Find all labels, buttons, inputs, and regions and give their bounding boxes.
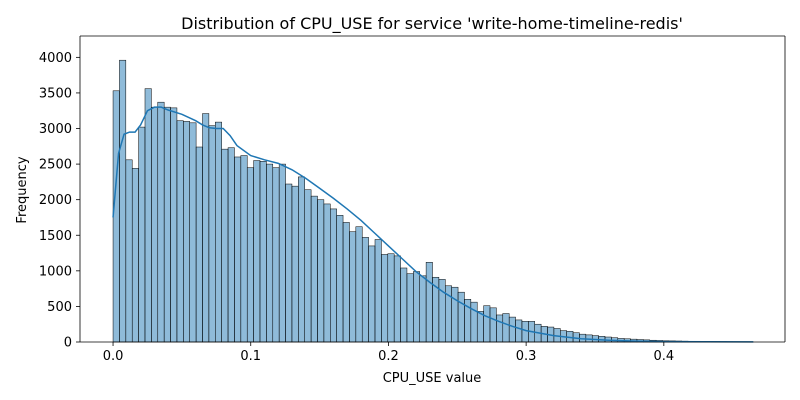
histogram-bar [125, 159, 133, 343]
histogram-bar [336, 215, 344, 343]
histogram-bar [170, 107, 178, 343]
histogram-bar [138, 126, 146, 343]
y-tick-label: 0 [64, 336, 72, 351]
histogram-bar [304, 189, 312, 343]
histogram-bar [502, 313, 510, 343]
histogram-bar [368, 245, 376, 343]
x-tick-label: 0.2 [378, 349, 399, 364]
histogram-bar [374, 239, 382, 343]
histogram-bar [195, 146, 203, 343]
histogram-bar [400, 267, 408, 343]
axes-frame [79, 35, 786, 343]
histogram-bar [176, 120, 184, 343]
x-axis-label: CPU_USE value [383, 371, 482, 386]
histogram-bar [163, 106, 171, 343]
histogram-bar [349, 231, 357, 343]
histogram-bar [406, 273, 414, 343]
histogram-bar [451, 286, 459, 343]
chart-title: Distribution of CPU_USE for service 'wri… [181, 14, 683, 34]
y-axis-ticks: 0 500 1000 1500 2000 2500 3000 3500 4000 [39, 51, 80, 351]
histogram-bar [457, 291, 465, 343]
histogram-bar [189, 122, 197, 343]
histogram-bar [330, 208, 337, 343]
histogram-bar [253, 160, 261, 343]
histogram-bar [515, 319, 523, 343]
x-tick-label: 0.4 [653, 349, 674, 364]
histogram-bars [112, 59, 753, 343]
histogram-bar [215, 121, 222, 343]
y-tick-label: 1500 [39, 229, 72, 244]
histogram-bar [234, 156, 242, 343]
histogram-bar [361, 237, 369, 343]
histogram-bar [310, 195, 318, 343]
histogram-bar [221, 148, 229, 343]
histogram-bar [508, 316, 516, 343]
histogram-bar [131, 168, 139, 343]
histogram-bar [496, 314, 504, 343]
x-tick-label: 0.1 [240, 349, 261, 364]
histogram-bar [381, 254, 389, 343]
histogram-bar [419, 275, 427, 343]
histogram-bar [259, 160, 267, 343]
kde-curve [112, 106, 754, 343]
histogram-bar [246, 167, 254, 343]
y-tick-label: 500 [47, 300, 72, 315]
histogram-bar [476, 311, 484, 343]
histogram-bar [393, 255, 401, 343]
histogram-bar [342, 222, 350, 343]
histogram-bar [413, 271, 420, 343]
histogram-bar [323, 203, 331, 343]
histogram-bar [272, 167, 280, 343]
histogram-bar [291, 185, 299, 343]
y-tick-label: 4000 [39, 51, 72, 66]
y-tick-label: 1000 [39, 264, 72, 279]
histogram-bar [227, 147, 235, 343]
histogram-bar [298, 176, 305, 343]
histogram-bar [285, 183, 293, 343]
x-tick-label: 0.3 [516, 349, 537, 364]
histogram-bar [317, 199, 325, 343]
y-tick-label: 2500 [39, 158, 72, 173]
x-axis-ticks: 0.0 0.1 0.2 0.3 0.4 [103, 342, 674, 364]
histogram-bar [119, 59, 127, 343]
y-axis-label: Frequency [15, 156, 30, 223]
x-tick-label: 0.0 [103, 349, 124, 364]
y-tick-label: 2000 [39, 193, 72, 208]
histogram-bar [144, 88, 152, 343]
y-tick-label: 3000 [39, 122, 72, 137]
histogram-bar [208, 125, 216, 343]
histogram-bar [202, 113, 210, 343]
histogram-bar [157, 101, 165, 343]
histogram-bar [278, 163, 286, 343]
histogram-bar [521, 321, 529, 343]
histogram-bar [483, 305, 491, 343]
histogram-bar [151, 106, 159, 343]
histogram-bar [266, 163, 274, 343]
histogram-bar [112, 90, 120, 343]
y-tick-label: 3500 [39, 86, 72, 101]
histogram-bar [489, 307, 497, 343]
histogram-bar [425, 262, 433, 343]
histogram-bar [387, 253, 395, 343]
histogram-bar [240, 155, 248, 343]
histogram-bar [183, 121, 190, 343]
histogram-bar [355, 226, 363, 343]
